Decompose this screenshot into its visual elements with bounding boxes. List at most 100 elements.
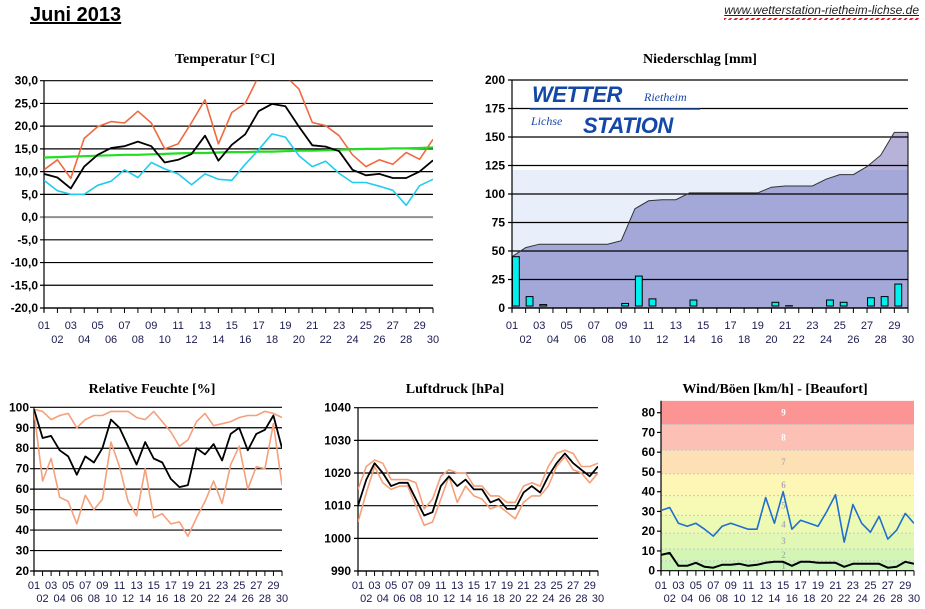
beaufort-label: 4 [781, 519, 786, 529]
x-tick-label: 11 [114, 580, 125, 592]
x-tick-label: 13 [199, 320, 211, 332]
y-tick-label: 30 [642, 504, 656, 518]
wind-mean-line [661, 551, 914, 569]
x-tick-label: 24 [346, 334, 358, 346]
precipitation-chart-title: Niederschlag [mm] [643, 52, 757, 67]
daily-precip-bar [525, 296, 534, 307]
x-tick-label: 15 [697, 320, 709, 332]
x-tick-label: 30 [908, 593, 920, 605]
x-tick-label: 01 [655, 580, 667, 592]
website-link[interactable]: www.wetterstation-rietheim-lichse.de [724, 3, 919, 20]
humidity-min-line [34, 411, 282, 538]
x-tick-label: 10 [629, 334, 641, 346]
daily-precip-bar [771, 301, 780, 307]
y-tick-label: 30 [16, 544, 30, 558]
y-tick-label: 0 [648, 564, 655, 578]
beaufort-band-6 [661, 473, 914, 496]
x-tick-label: 20 [190, 593, 202, 605]
x-tick-label: 08 [601, 334, 613, 346]
x-tick-label: 04 [547, 334, 559, 346]
pressure-max-line [358, 449, 598, 510]
x-tick-label: 09 [725, 580, 737, 592]
y-tick-label: 100 [9, 400, 29, 414]
x-tick-label: 18 [493, 593, 505, 605]
x-tick-label: 25 [360, 320, 372, 332]
x-tick-label: 02 [520, 334, 532, 346]
beaufort-band-7 [661, 450, 914, 474]
x-tick-label: 09 [615, 320, 627, 332]
temperature-chart-title: Temperatur [°C] [175, 52, 275, 67]
x-tick-label: 12 [656, 334, 668, 346]
x-tick-label: 28 [259, 593, 271, 605]
beaufort-band-1 [661, 560, 914, 571]
y-tick-label: 90 [16, 421, 30, 435]
y-tick-label: 30,0 [15, 74, 39, 88]
x-tick-label: 21 [779, 320, 791, 332]
x-tick-label: 03 [533, 320, 545, 332]
x-tick-label: 13 [760, 580, 772, 592]
y-tick-label: 20 [642, 524, 656, 538]
y-tick-label: 1000 [324, 531, 351, 545]
cumulative-line [511, 131, 908, 258]
x-tick-label: 02 [36, 593, 48, 605]
x-tick-label: 29 [899, 580, 911, 592]
x-tick-label: 19 [812, 580, 824, 592]
logo-word-station: STATION [583, 113, 674, 138]
x-tick-label: 18 [266, 334, 278, 346]
x-tick-label: 22 [793, 334, 805, 346]
x-tick-label: 27 [882, 580, 894, 592]
x-tick-label: 18 [803, 593, 815, 605]
x-tick-label: 23 [534, 580, 546, 592]
logo-word-rietheim: Rietheim [643, 90, 687, 104]
beaufort-band-3 [661, 533, 914, 549]
x-tick-label: 07 [707, 580, 719, 592]
x-tick-label: 26 [559, 593, 571, 605]
x-tick-label: 12 [751, 593, 763, 605]
x-tick-label: 24 [820, 334, 832, 346]
x-tick-label: 16 [156, 593, 168, 605]
station-logo: WETTER Rietheim Lichse STATION [530, 82, 700, 138]
x-tick-label: 24 [225, 593, 237, 605]
x-tick-label: 23 [806, 320, 818, 332]
x-tick-label: 12 [185, 334, 197, 346]
x-tick-label: 02 [664, 593, 676, 605]
x-tick-label: 07 [79, 580, 91, 592]
y-tick-label: 125 [485, 159, 505, 173]
y-tick-label: 1030 [324, 433, 351, 447]
x-tick-label: 07 [588, 320, 600, 332]
x-tick-label: 14 [768, 593, 780, 605]
daily-precip-bar [634, 275, 643, 307]
y-tick-label: 80 [642, 406, 656, 420]
y-tick-label: -20,0 [11, 301, 39, 315]
y-tick-label: 10,0 [15, 165, 39, 179]
daily-precip-bar [839, 301, 848, 307]
beaufort-band-9 [661, 400, 914, 425]
pressure-chart: Luftdruck [hPa] 104010301020101010009900… [324, 382, 604, 605]
x-tick-label: 30 [427, 334, 439, 346]
x-tick-label: 28 [575, 593, 587, 605]
x-tick-label: 26 [847, 334, 859, 346]
beaufort-band-2 [661, 548, 914, 561]
x-tick-label: 02 [360, 593, 372, 605]
x-tick-label: 24 [856, 593, 868, 605]
y-tick-label: 1010 [324, 499, 351, 513]
x-tick-label: 15 [148, 580, 160, 592]
x-tick-label: 29 [584, 580, 596, 592]
y-tick-label: 40 [16, 523, 30, 537]
cumulative-area [512, 170, 908, 308]
logo-word-wetter: WETTER [532, 82, 622, 107]
pressure-chart-title: Luftdruck [hPa] [406, 382, 504, 397]
beaufort-label: 3 [781, 536, 786, 546]
x-tick-label: 30 [592, 593, 604, 605]
logo-word-lichse: Lichse [530, 114, 563, 128]
x-tick-label: 30 [902, 334, 914, 346]
x-tick-label: 02 [51, 334, 63, 346]
x-tick-label: 06 [574, 334, 586, 346]
humidity-max-line [34, 408, 282, 448]
x-tick-label: 08 [410, 593, 422, 605]
x-tick-label: 24 [542, 593, 554, 605]
x-tick-label: 28 [400, 334, 412, 346]
x-tick-label: 14 [683, 334, 695, 346]
y-tick-label: 15,0 [15, 142, 39, 156]
x-tick-label: 18 [173, 593, 185, 605]
